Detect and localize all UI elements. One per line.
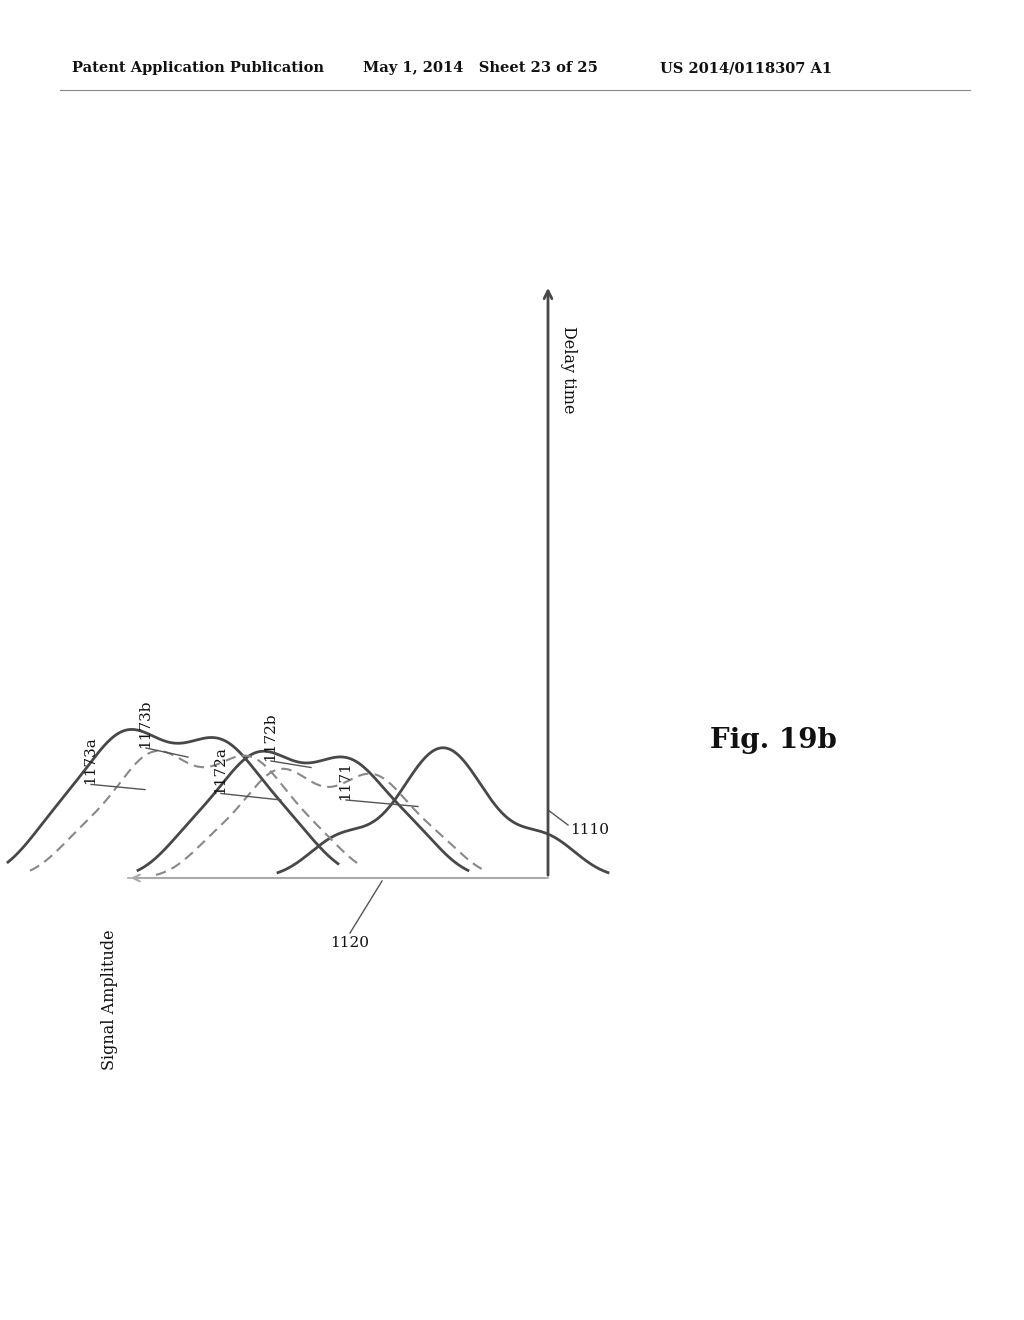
Text: US 2014/0118307 A1: US 2014/0118307 A1 [660, 61, 833, 75]
Text: 1120: 1120 [331, 936, 370, 950]
Text: Signal Amplitude: Signal Amplitude [101, 929, 118, 1071]
Text: 1171: 1171 [338, 762, 352, 800]
Text: Patent Application Publication: Patent Application Publication [72, 61, 324, 75]
Text: 1173a: 1173a [83, 737, 97, 784]
Text: 1172a: 1172a [213, 746, 227, 793]
Text: May 1, 2014   Sheet 23 of 25: May 1, 2014 Sheet 23 of 25 [362, 61, 598, 75]
Text: 1173b: 1173b [138, 700, 152, 748]
Text: 1110: 1110 [570, 822, 609, 837]
Text: 1172b: 1172b [263, 713, 278, 762]
Text: Delay time: Delay time [560, 326, 577, 413]
Text: Fig. 19b: Fig. 19b [710, 726, 837, 754]
